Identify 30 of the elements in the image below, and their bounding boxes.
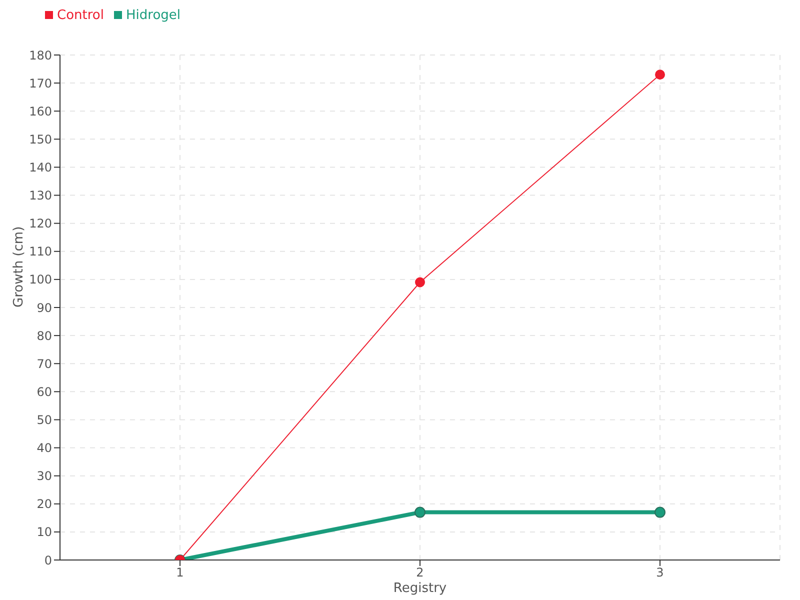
- x-axis-title: Registry: [393, 581, 447, 596]
- y-tick-label: 0: [44, 553, 52, 568]
- y-tick-label: 100: [29, 272, 52, 287]
- y-tick-label: 80: [36, 328, 52, 343]
- x-tick-label: 2: [416, 566, 424, 580]
- y-tick-label: 90: [36, 300, 52, 315]
- y-tick-label: 120: [29, 216, 52, 231]
- y-tick-label: 170: [29, 76, 52, 90]
- y-tick-label: 30: [36, 469, 52, 484]
- y-tick-label: 140: [29, 160, 52, 174]
- y-tick-label: 50: [36, 412, 52, 427]
- y-tick-label: 160: [29, 104, 52, 118]
- legend-label: Control: [57, 8, 104, 23]
- point: [654, 506, 666, 518]
- y-axis-title: Growth (cm): [12, 226, 27, 308]
- y-tick-label: 40: [36, 441, 52, 456]
- legend-label: Hidrogel: [126, 8, 181, 23]
- x-tick-label: 1: [176, 566, 184, 580]
- y-tick-label: 130: [29, 188, 52, 203]
- y-tick-label: 20: [36, 497, 52, 512]
- y-tick-label: 150: [29, 132, 52, 146]
- point: [415, 277, 425, 288]
- y-tick-label: 10: [36, 525, 52, 540]
- point: [655, 70, 665, 80]
- x-tick-label: 3: [656, 566, 664, 580]
- point: [414, 506, 426, 518]
- y-tick-label: 180: [29, 48, 52, 62]
- y-tick-label: 70: [36, 356, 52, 371]
- y-tick-label: 110: [29, 244, 52, 259]
- y-tick-label: 60: [36, 384, 52, 399]
